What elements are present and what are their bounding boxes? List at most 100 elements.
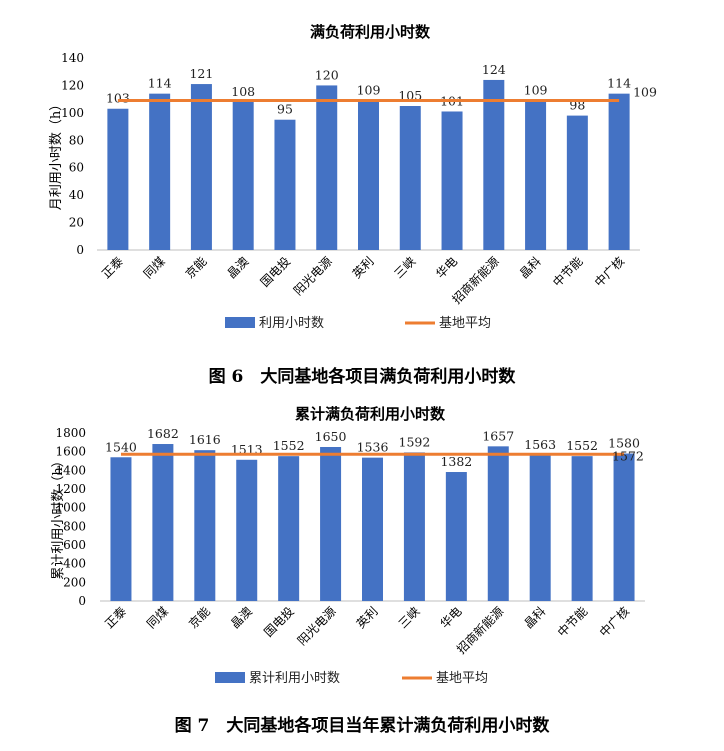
data-label: 109: [357, 83, 381, 98]
data-label: 1580: [608, 436, 640, 451]
y-tick-label: 20: [69, 216, 84, 230]
x-tick-label: 阳光电源: [295, 604, 339, 648]
figure-6-caption: 图 6 大同基地各项目满负荷利用小时数: [208, 367, 516, 387]
x-tick-label: 阳光电源: [291, 254, 335, 298]
bar: [483, 79, 505, 250]
bar: [194, 450, 216, 601]
x-tick-label: 京能: [186, 604, 213, 631]
x-tick-label: 国电投: [261, 604, 297, 640]
bar: [399, 106, 421, 250]
y-tick-label: 1200: [55, 482, 86, 496]
chart-cumulative-hours-svg: 累计满负荷利用小时数 0 200 400 600 800 1000 1200 1400 1600 1…: [51, 405, 645, 686]
x-tick-label: 三峡: [392, 254, 419, 281]
y-axis-label: 累计利用小时数（h）: [51, 454, 66, 579]
data-label: 1540: [105, 439, 137, 454]
data-label: 1616: [189, 432, 221, 447]
y-tick-label: 1800: [55, 426, 86, 440]
bar: [107, 108, 129, 250]
x-tick-label: 京能: [183, 254, 210, 281]
data-label: 108: [231, 84, 255, 99]
x-tick-label: 正泰: [99, 254, 126, 281]
y-tick-label: 1400: [55, 463, 86, 477]
data-label: 1563: [524, 437, 556, 452]
x-tick-label: 中广核: [591, 254, 627, 290]
bar: [445, 472, 467, 601]
legend-line-label: 基地平均: [439, 316, 491, 331]
chart-cumulative-hours: 累计满负荷利用小时数 0 200 400 600 800 1000 1200 1400 1600 1…: [0, 400, 724, 700]
x-tick-label: 中节能: [554, 604, 590, 640]
bar: [149, 93, 171, 251]
x-tick-label: 晶澳: [224, 254, 251, 281]
y-tick-label: 400: [63, 557, 86, 571]
y-tick-label: 140: [61, 51, 84, 65]
bar: [525, 100, 547, 250]
data-label: 109: [524, 83, 548, 98]
data-label: 121: [189, 66, 213, 81]
bar: [441, 111, 463, 250]
bar: [487, 446, 509, 601]
chart-title: 累计满负荷利用小时数: [295, 405, 446, 423]
data-label: 1382: [440, 454, 472, 469]
bar: [236, 459, 258, 601]
x-tick-label: 国电投: [257, 254, 293, 290]
y-tick-label: 600: [63, 538, 86, 552]
average-label: 1572: [612, 448, 644, 463]
chart-monthly-hours-svg: 满负荷利用小时数 0 20 40 60 80 100 120 140 月利用小时数（h） 103 11…: [49, 23, 657, 331]
legend-bar-swatch: [215, 672, 245, 683]
data-label: 1592: [399, 434, 431, 449]
bar: [274, 119, 296, 250]
y-tick-label: 200: [63, 575, 86, 589]
data-label: 1536: [357, 440, 389, 455]
data-label: 1552: [273, 438, 305, 453]
bar: [110, 457, 132, 601]
data-label: 95: [277, 102, 293, 117]
bar: [358, 100, 379, 250]
x-tick-label: 英利: [354, 604, 381, 631]
legend-bar-swatch: [225, 317, 255, 328]
average-label: 109: [633, 85, 657, 100]
bar: [613, 453, 635, 601]
legend-line-label: 基地平均: [436, 671, 488, 686]
x-tick-label: 晶澳: [228, 604, 255, 631]
x-tick-label: 三峡: [396, 604, 423, 631]
bar: [152, 444, 174, 601]
x-tick-label: 同煤: [141, 254, 168, 281]
y-tick-label: 120: [61, 78, 84, 92]
data-label: 120: [315, 67, 339, 82]
data-label: 103: [106, 91, 130, 106]
y-tick-label: 100: [61, 106, 84, 120]
bar: [529, 455, 551, 601]
x-tick-label: 华电: [433, 254, 460, 281]
data-label: 124: [482, 62, 506, 77]
bar: [316, 85, 338, 250]
bar: [608, 93, 630, 251]
data-label: 1650: [315, 429, 347, 444]
data-label: 1552: [566, 438, 598, 453]
y-tick-label: 1600: [55, 445, 86, 459]
x-tick-label: 正泰: [102, 604, 129, 631]
y-tick-label: 80: [69, 133, 84, 147]
bar: [278, 456, 300, 601]
y-tick-label: 0: [78, 594, 86, 608]
legend-bar-label: 利用小时数: [259, 316, 324, 331]
figure-7-caption: 图 7 大同基地各项目当年累计满负荷利用小时数: [174, 716, 550, 736]
bar: [403, 452, 425, 601]
data-label: 114: [148, 76, 172, 91]
data-label: 114: [607, 76, 631, 91]
x-tick-label: 中广核: [596, 604, 632, 640]
bar: [190, 84, 212, 250]
bar: [362, 457, 383, 601]
legend-bar-label: 累计利用小时数: [249, 671, 340, 686]
data-label: 1657: [482, 428, 514, 443]
chart-monthly-hours: 满负荷利用小时数 0 20 40 60 80 100 120 140 月利用小时数（h） 103 11…: [0, 0, 724, 345]
x-tick-label: 中节能: [549, 254, 585, 290]
data-label: 1682: [147, 426, 179, 441]
x-tick-label: 华电: [438, 604, 465, 631]
bar: [566, 115, 588, 250]
chart-title: 满负荷利用小时数: [310, 23, 431, 41]
bar: [571, 456, 593, 601]
y-tick-label: 800: [63, 519, 86, 533]
x-tick-label: 英利: [350, 254, 377, 281]
y-tick-label: 1000: [55, 501, 86, 515]
y-axis-label: 月利用小时数（h）: [49, 98, 64, 210]
